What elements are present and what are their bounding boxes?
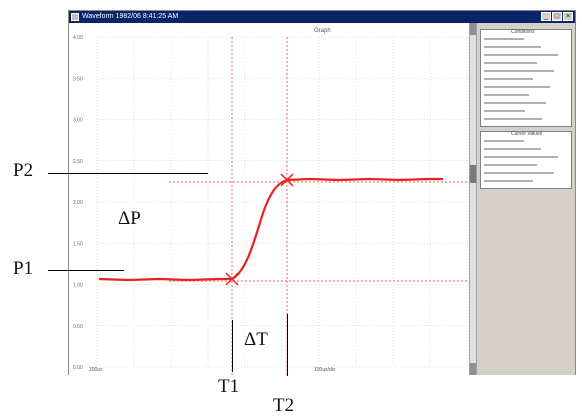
cursor-values-title: Cursor Values — [511, 131, 543, 137]
y-tick-label: 3.00 — [73, 118, 83, 124]
panel-text-line — [484, 70, 554, 72]
delta-p-label: ΔP — [118, 208, 141, 229]
x-marker-icon — [280, 173, 294, 187]
t1-leader-line — [232, 320, 233, 372]
conditions-box: Conditions — [480, 29, 572, 127]
y-tick-label: 4.00 — [73, 35, 83, 41]
x-axis-start-label: 200us — [89, 367, 103, 373]
y-tick-label: 0.50 — [73, 324, 83, 330]
plot-svg: Graph 4.00 3.50 3.00 2.50 2.00 1.50 1.00 0.50 0.… — [73, 28, 469, 375]
panel-text-line — [484, 38, 524, 40]
panel-text-line — [484, 118, 542, 120]
scroll-up-arrow[interactable] — [470, 23, 476, 35]
p2-label: P2 — [13, 160, 34, 181]
y-tick-label: 2.00 — [73, 200, 83, 206]
scroll-thumb[interactable] — [470, 165, 476, 183]
panel-text-line — [484, 94, 529, 96]
panel-text-line — [484, 156, 558, 158]
x-marker-icon — [225, 272, 239, 286]
waveform-plot[interactable]: Graph 4.00 3.50 3.00 2.50 2.00 1.50 1.00 0.50 0.… — [69, 23, 469, 375]
window-titlebar[interactable]: Waveform 1982/06 8:41:25 AM _ □ × — [69, 11, 575, 23]
panel-text-line — [484, 62, 537, 64]
p1-label: P1 — [13, 258, 34, 279]
y-tick-label: 0.00 — [73, 365, 83, 371]
y-tick-label: 3.50 — [73, 76, 83, 82]
x-axis-scale-label: 100us/div — [314, 367, 336, 373]
side-panel: Conditions Cursor Values — [477, 23, 575, 375]
panel-text-line — [484, 78, 533, 80]
y-tick-labels: 4.00 3.50 3.00 2.50 2.00 1.50 1.00 0.50 0.00 — [73, 35, 83, 371]
minimize-button[interactable]: _ — [541, 12, 551, 21]
close-button[interactable]: × — [563, 12, 573, 21]
panel-text-line — [484, 164, 537, 166]
t1-label: T1 — [218, 376, 240, 397]
maximize-button[interactable]: □ — [552, 12, 562, 21]
waveform-trace — [98, 177, 443, 282]
t2-label: T2 — [273, 395, 295, 416]
y-tick-label: 2.50 — [73, 159, 83, 165]
p2-leader-line — [48, 173, 208, 174]
waveform-window: Waveform 1982/06 8:41:25 AM _ □ × Graph … — [68, 10, 576, 375]
panel-text-line — [484, 110, 525, 112]
window-title: Waveform 1982/06 8:41:25 AM — [82, 13, 179, 20]
vertical-scrollbar[interactable] — [469, 23, 477, 375]
panel-text-line — [484, 54, 558, 56]
panel-text-line — [484, 86, 550, 88]
scroll-down-arrow[interactable] — [470, 363, 476, 375]
plot-grid — [96, 36, 468, 368]
cursor-values-box: Cursor Values — [480, 131, 572, 189]
conditions-title: Conditions — [511, 29, 535, 35]
panel-text-line — [484, 102, 546, 104]
delta-t-label: ΔT — [244, 329, 268, 350]
t2-leader-line — [287, 314, 288, 376]
panel-text-line — [484, 46, 541, 48]
panel-text-line — [484, 140, 524, 142]
plot-title: Graph — [314, 28, 331, 34]
panel-text-line — [484, 172, 554, 174]
panel-text-line — [484, 180, 533, 182]
p1-leader-line — [48, 270, 124, 271]
y-tick-label: 1.00 — [73, 283, 83, 289]
app-icon — [71, 13, 79, 21]
y-tick-label: 1.50 — [73, 241, 83, 247]
panel-text-line — [484, 148, 541, 150]
